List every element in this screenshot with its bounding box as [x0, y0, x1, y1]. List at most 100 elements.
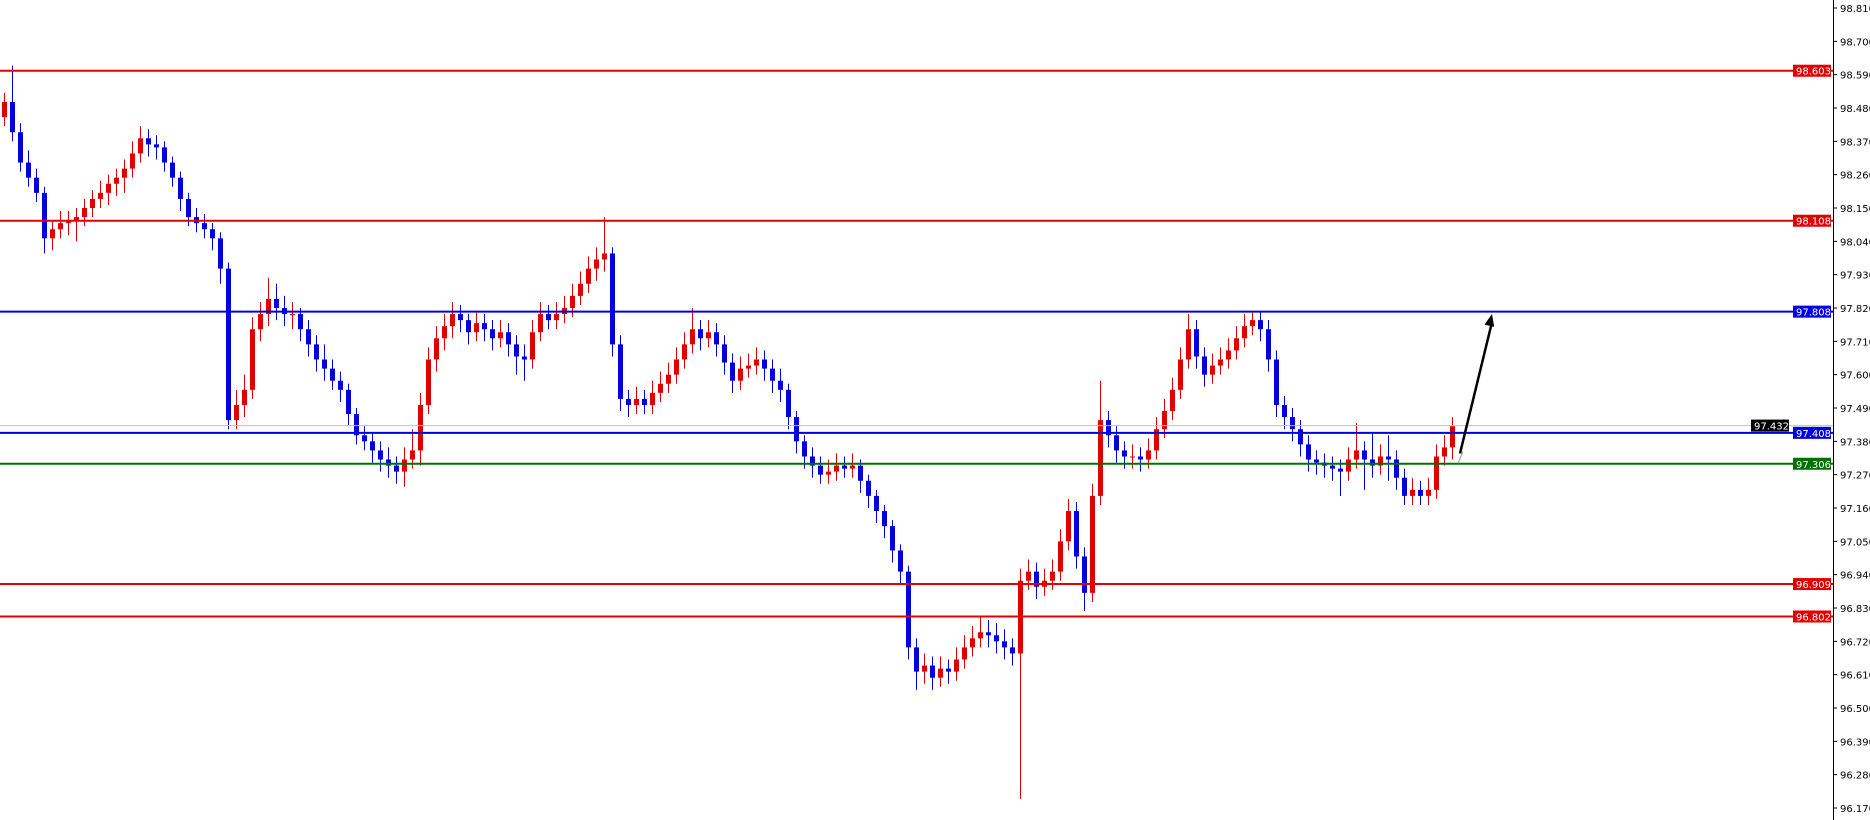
candle-body: [1218, 359, 1223, 366]
candle-body: [130, 153, 135, 169]
candle-body: [1394, 459, 1399, 478]
candle-body: [514, 344, 519, 357]
candle: [98, 180, 103, 208]
candle-body: [186, 198, 191, 218]
candle: [618, 335, 623, 412]
candle: [474, 311, 479, 342]
candle-body: [1338, 468, 1343, 472]
candle-body: [698, 329, 703, 339]
candle: [66, 211, 71, 236]
axis-tick-label: 97.600: [1840, 371, 1870, 382]
candle-body: [922, 665, 927, 672]
price-tag: 96.802: [1793, 610, 1831, 623]
candle-body: [1162, 411, 1167, 430]
price-tags-layer: 98.603 98.108 97.808 97.408 97.306 96.909 96.8…: [1751, 64, 1831, 623]
candle-body: [162, 147, 167, 163]
axis-tick-label: 98.370: [1840, 137, 1870, 148]
candle: [178, 171, 183, 212]
candle: [466, 314, 471, 345]
candle-body: [1418, 489, 1423, 496]
candle: [234, 389, 239, 430]
candle: [818, 456, 823, 484]
candle: [922, 653, 927, 684]
candle-body: [546, 314, 551, 321]
candle: [1410, 477, 1415, 505]
candle-body: [690, 329, 695, 345]
candle: [1058, 529, 1063, 581]
candle-body: [98, 192, 103, 199]
price-axis[interactable]: 98.810 98.700 98.590 98.480 98.370 98.260 98.1…: [1833, 0, 1870, 820]
candle-body: [842, 465, 847, 469]
candle-body: [1274, 359, 1279, 405]
price-tag-label: 96.802: [1796, 612, 1831, 623]
candle: [378, 441, 383, 472]
candle: [906, 565, 911, 660]
axis-tick-label: 97.490: [1840, 404, 1870, 415]
candle: [1426, 477, 1431, 505]
candle: [522, 344, 527, 381]
candle-body: [538, 314, 543, 333]
candle: [146, 129, 151, 157]
candle-body: [674, 359, 679, 375]
candle-body: [266, 298, 271, 315]
candle-body: [1362, 450, 1367, 460]
candle-body: [1082, 556, 1087, 593]
candle: [370, 432, 375, 463]
candle-body: [1442, 447, 1447, 457]
price-tag: 97.408: [1793, 426, 1831, 440]
axis-background: [1833, 0, 1870, 820]
price-tag-background: [1793, 578, 1831, 591]
axis-tick-label: 97.160: [1840, 504, 1870, 515]
candle: [1330, 456, 1335, 481]
candle-body: [1306, 444, 1311, 460]
candle-body: [610, 253, 615, 345]
candle-body: [754, 359, 759, 366]
candle-body: [1122, 450, 1127, 457]
price-tag-background: [1793, 214, 1831, 227]
candle-body: [122, 168, 127, 178]
candle: [306, 320, 311, 357]
axis-tick-label: 97.050: [1840, 537, 1870, 548]
candle-body: [1186, 329, 1191, 360]
candle-body: [370, 441, 375, 451]
candle-body: [346, 389, 351, 415]
candle-body: [474, 323, 479, 333]
candle-body: [634, 398, 639, 405]
candle: [482, 314, 487, 342]
candle-body: [938, 668, 943, 678]
candle: [842, 456, 847, 478]
axis-tick-label: 98.040: [1840, 237, 1870, 248]
candle: [738, 356, 743, 390]
candle-body: [1242, 326, 1247, 339]
candle-body: [850, 465, 855, 469]
axis-tick-label: 96.940: [1840, 571, 1870, 582]
candle-body: [666, 374, 671, 384]
candle: [610, 247, 615, 357]
candle: [106, 174, 111, 205]
candle-body: [1058, 541, 1063, 572]
candle: [898, 544, 903, 584]
candle: [1218, 347, 1223, 375]
candle-body: [1050, 571, 1055, 581]
candle: [1026, 559, 1031, 590]
axis-tick-label: 98.700: [1840, 37, 1870, 48]
candle: [1010, 638, 1015, 666]
candle: [338, 371, 343, 402]
candle-body: [1138, 456, 1143, 460]
candle-body: [1074, 511, 1079, 557]
candle-body: [1146, 450, 1151, 460]
candle: [1138, 447, 1143, 472]
candle-body: [1202, 356, 1207, 375]
price-tag: 96.909: [1793, 578, 1831, 591]
candle: [586, 256, 591, 293]
candle-body: [1410, 489, 1415, 496]
candle: [162, 141, 167, 172]
candle: [986, 620, 991, 648]
candle: [434, 326, 439, 372]
candle-body: [202, 223, 207, 230]
candle-body: [74, 217, 79, 221]
candle: [50, 220, 55, 251]
candle: [874, 489, 879, 524]
candle-body: [682, 344, 687, 360]
